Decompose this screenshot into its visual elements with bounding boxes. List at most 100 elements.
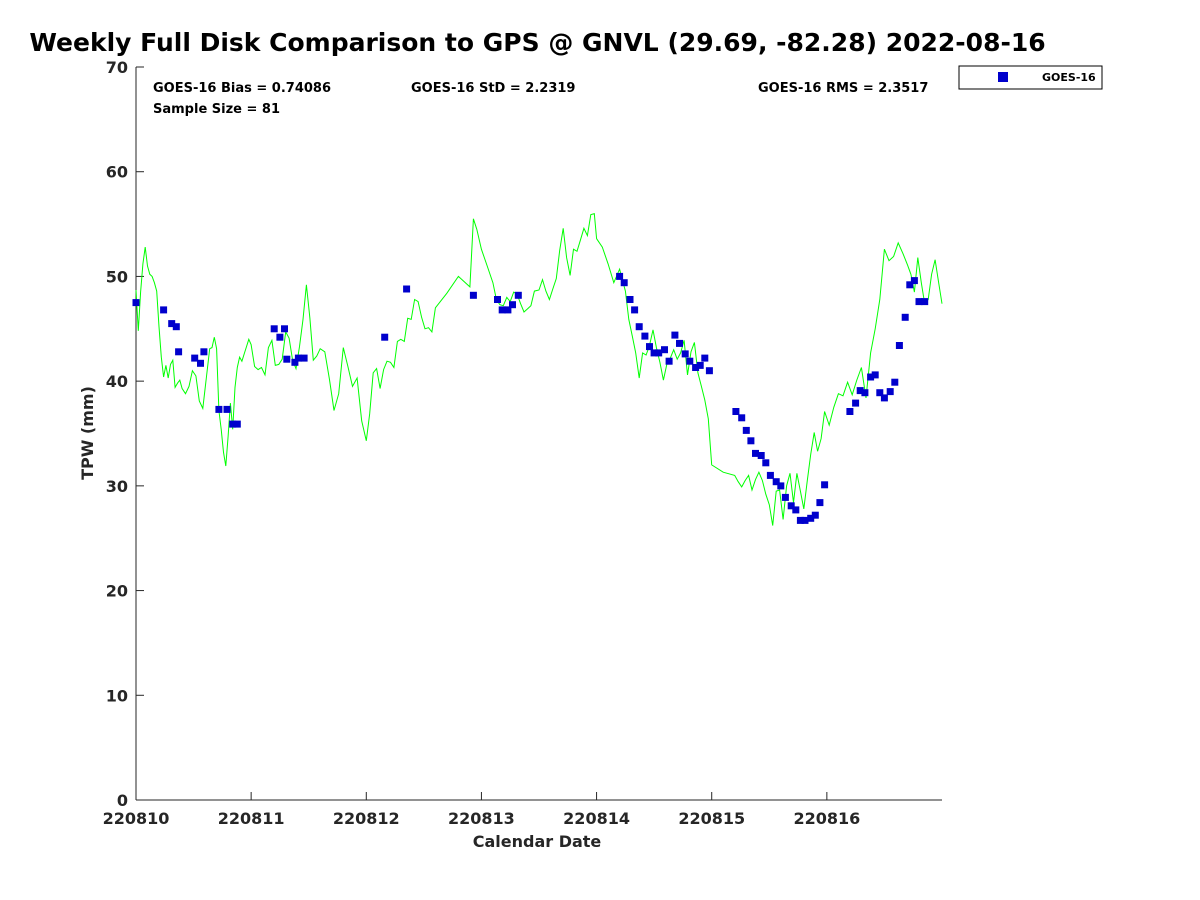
x-tick-label: 220814	[563, 809, 630, 828]
goes16-point	[891, 378, 899, 386]
goes16-point	[787, 502, 795, 510]
goes16-point	[646, 343, 653, 351]
goes16-point	[692, 364, 700, 371]
goes16-point	[876, 389, 884, 397]
goes16-point	[676, 339, 683, 347]
goes16-point	[742, 426, 750, 434]
goes16-point	[223, 405, 231, 413]
goes16-point	[635, 323, 643, 331]
goes16-point	[172, 323, 180, 331]
goes16-point	[641, 332, 649, 340]
goes16-point	[696, 361, 704, 369]
x-tick-label: 220810	[103, 809, 170, 828]
axes-frame	[135, 66, 942, 801]
goes16-point	[871, 371, 879, 379]
goes16-point	[294, 354, 302, 362]
goes16-point	[681, 350, 689, 358]
y-tick-label: 0	[117, 791, 128, 810]
y-tick-label: 30	[106, 477, 128, 496]
goes16-point	[701, 354, 709, 362]
legend-marker	[998, 72, 1008, 82]
legend-label: GOES-16	[1042, 71, 1096, 84]
goes16-point	[403, 285, 411, 293]
goes16-point	[766, 471, 774, 479]
goes16-point	[856, 387, 864, 395]
goes16-point	[921, 298, 929, 306]
goes16-point	[732, 408, 740, 415]
chart-title: Weekly Full Disk Comparison to GPS @ GNV…	[29, 28, 1046, 57]
goes16-point	[514, 291, 522, 299]
goes16-point	[200, 348, 208, 356]
goes16-point	[168, 320, 176, 328]
goes16-point	[796, 516, 804, 524]
goes16-point	[650, 349, 658, 357]
goes16-point	[300, 354, 308, 362]
goes16-point	[762, 459, 770, 467]
goes16-point	[233, 420, 241, 428]
goes16-point	[616, 272, 624, 280]
goes16-point	[631, 306, 639, 314]
goes16-point	[738, 414, 746, 422]
goes16-point	[498, 306, 506, 314]
y-tick-label: 20	[106, 582, 128, 601]
bias-text: GOES-16 Bias = 0.74086	[153, 81, 331, 96]
goes16-point	[620, 279, 628, 287]
y-tick-label: 60	[106, 163, 128, 182]
goes16-point	[215, 405, 223, 413]
goes16-point	[846, 408, 854, 415]
goes16-point	[867, 373, 875, 381]
goes16-point	[655, 349, 663, 357]
goes16-point	[661, 346, 668, 354]
goes16-point	[175, 348, 183, 356]
goes16-point	[821, 481, 829, 489]
goes16-point	[132, 299, 140, 307]
goes16-point	[752, 449, 759, 457]
y-tick-label: 10	[106, 686, 128, 705]
goes16-point	[504, 306, 512, 314]
x-axis-label: Calendar Date	[473, 832, 602, 851]
goes16-point	[509, 301, 516, 309]
goes16-point	[811, 511, 819, 519]
goes16-point	[895, 342, 903, 349]
data-layer	[132, 212, 943, 526]
goes16-point	[291, 358, 299, 366]
goes16-point	[191, 354, 199, 362]
goes16-point	[626, 296, 634, 303]
goes16-point	[281, 325, 288, 333]
goes16-point	[852, 399, 860, 407]
y-tick-label: 50	[106, 267, 128, 286]
sample-size-text: Sample Size = 81	[153, 102, 280, 117]
rms-text: GOES-16 RMS = 2.3517	[758, 81, 928, 96]
goes16-point	[197, 359, 204, 367]
legend-box	[958, 65, 1103, 90]
legend: GOES-16	[958, 65, 1103, 90]
goes16-point	[880, 394, 888, 402]
goes16-point	[686, 357, 694, 365]
goes16-point	[861, 389, 869, 397]
y-axis-label: TPW (mm)	[78, 386, 97, 480]
goes16-point	[772, 478, 780, 486]
std-text: GOES-16 StD = 2.2319	[411, 81, 575, 96]
x-tick-label: 220816	[793, 809, 860, 828]
goes16-point	[777, 482, 785, 490]
goes16-point	[747, 437, 755, 445]
x-tick-label: 220813	[448, 809, 515, 828]
goes16-point	[915, 298, 923, 306]
goes16-point	[807, 514, 815, 522]
tick-labels: 0 10 20 30 40 50 60 70 220810 220811 220812 220813 2…	[103, 58, 861, 828]
goes16-point	[886, 388, 894, 396]
x-tick-label: 220811	[218, 809, 285, 828]
goes16-point	[906, 281, 914, 289]
y-tick-label: 40	[106, 372, 128, 391]
y-tick-label: 70	[106, 58, 128, 77]
x-tick-label: 220812	[333, 809, 400, 828]
goes16-point	[705, 367, 713, 375]
goes16-point	[801, 516, 809, 524]
x-tick-label: 220815	[678, 809, 745, 828]
goes16-point	[276, 333, 284, 341]
goes16-point	[469, 291, 477, 299]
goes16-point	[494, 296, 501, 303]
gps-series-line	[135, 212, 943, 526]
goes16-point	[757, 452, 765, 459]
goes16-point	[283, 355, 291, 363]
